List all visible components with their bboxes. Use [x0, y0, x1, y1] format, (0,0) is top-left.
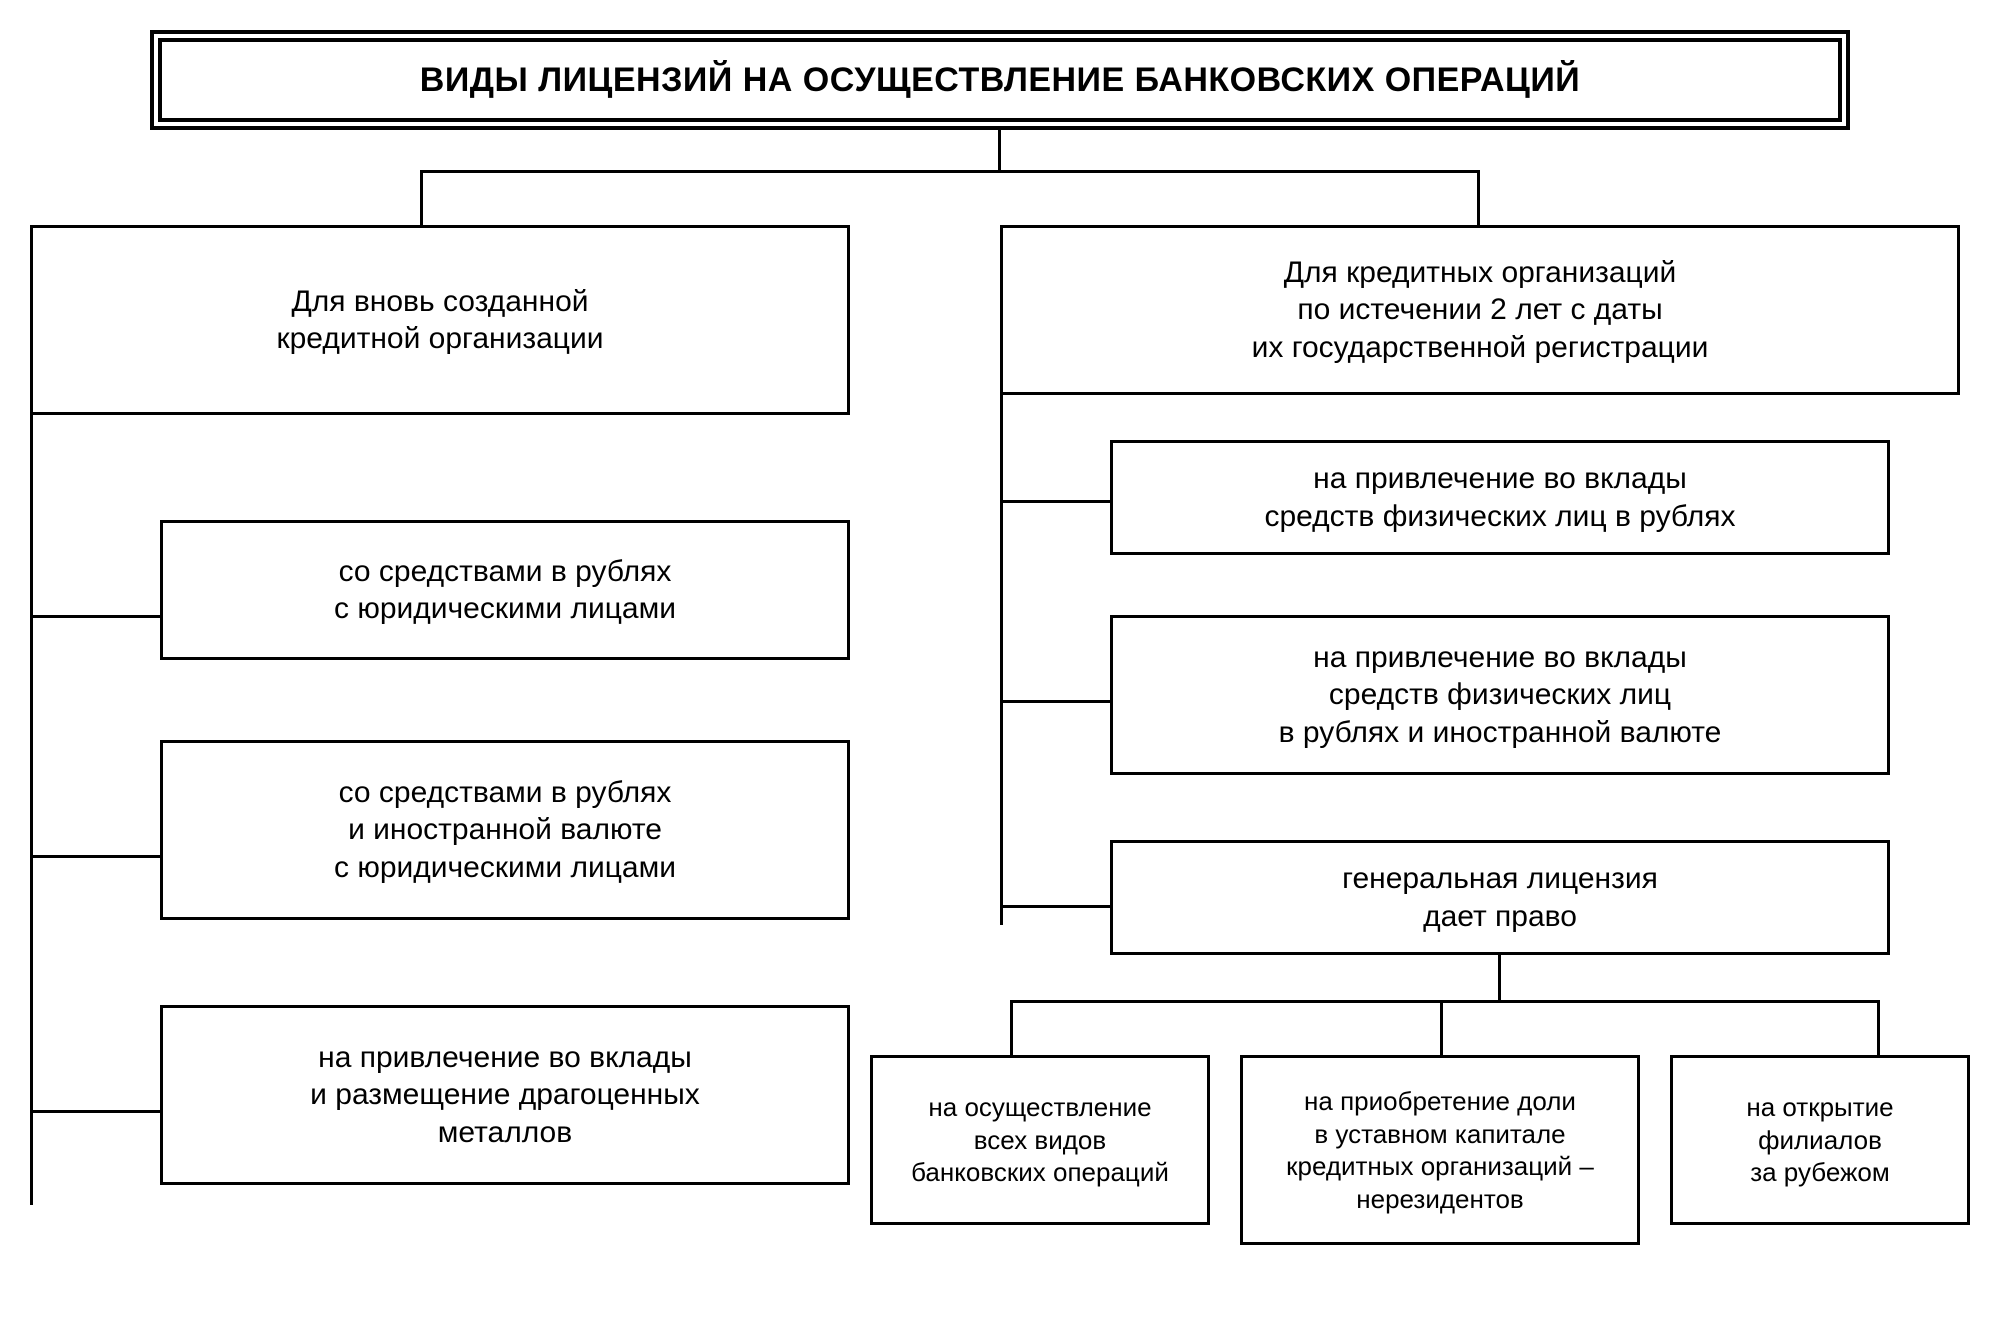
connector — [1010, 1000, 1013, 1055]
connector — [1440, 1000, 1443, 1055]
connector — [1877, 1000, 1880, 1055]
connector — [30, 855, 160, 858]
connector — [30, 415, 33, 1205]
connector — [420, 170, 1480, 173]
diagram-title: ВИДЫ ЛИЦЕНЗИЙ НА ОСУЩЕСТВЛЕНИЕ БАНКОВСКИ… — [150, 30, 1850, 130]
right-item-2: на привлечение во вкладысредств физическ… — [1110, 615, 1890, 775]
connector — [1000, 395, 1003, 925]
category-right: Для кредитных организацийпо истечении 2 … — [1000, 225, 1960, 395]
connector — [30, 1110, 160, 1113]
category-left: Для вновь созданнойкредитной организации — [30, 225, 850, 415]
connector — [30, 615, 160, 618]
general-sub-3: на открытиефилиаловза рубежом — [1670, 1055, 1970, 1225]
connector — [1477, 170, 1480, 225]
left-item-3: на привлечение во вкладыи размещение дра… — [160, 1005, 850, 1185]
right-item-1: на привлечение во вкладысредств физическ… — [1110, 440, 1890, 555]
general-sub-2: на приобретение долив уставном капиталек… — [1240, 1055, 1640, 1245]
right-item-3-general: генеральная лицензиядает право — [1110, 840, 1890, 955]
left-item-1: со средствами в рубляхс юридическими лиц… — [160, 520, 850, 660]
connector — [1498, 955, 1501, 1000]
general-sub-1: на осуществлениевсех видовбанковских опе… — [870, 1055, 1210, 1225]
left-item-2: со средствами в рубляхи иностранной валю… — [160, 740, 850, 920]
connector — [1000, 905, 1110, 908]
connector — [1010, 1000, 1880, 1003]
connector — [998, 130, 1001, 170]
connector — [420, 170, 423, 225]
connector — [1000, 500, 1110, 503]
connector — [1000, 700, 1110, 703]
